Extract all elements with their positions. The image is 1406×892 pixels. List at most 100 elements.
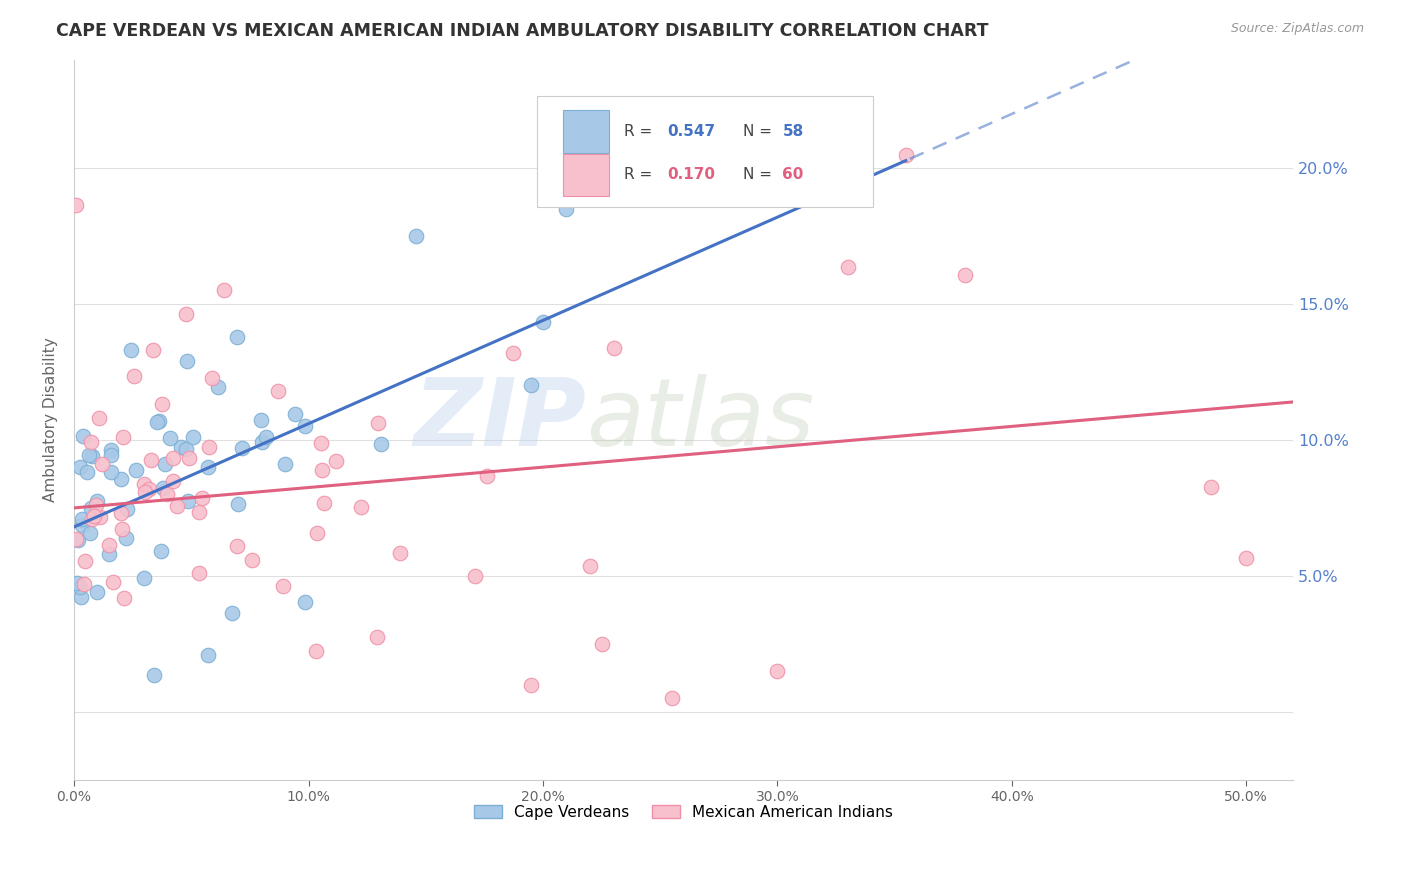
Point	[212, 283, 235, 297]
Point	[101, 575, 124, 590]
Point	[72, 577, 94, 591]
Point	[174, 442, 197, 457]
Point	[69, 590, 91, 604]
Point	[110, 506, 132, 520]
Point	[150, 544, 173, 558]
Point	[190, 491, 212, 506]
Point	[240, 553, 263, 567]
Point	[475, 469, 498, 483]
Point	[254, 430, 277, 444]
Point	[177, 450, 200, 465]
Text: N =: N =	[744, 124, 778, 139]
Point	[162, 450, 184, 465]
Point	[83, 508, 105, 523]
Point	[848, 150, 870, 164]
FancyBboxPatch shape	[562, 111, 609, 153]
Legend: Cape Verdeans, Mexican American Indians: Cape Verdeans, Mexican American Indians	[468, 798, 898, 826]
Point	[112, 591, 135, 605]
Text: Source: ZipAtlas.com: Source: ZipAtlas.com	[1230, 22, 1364, 36]
Point	[76, 465, 98, 479]
Point	[100, 443, 122, 458]
Point	[370, 436, 392, 450]
Point	[166, 499, 188, 513]
Point	[142, 343, 165, 357]
Text: 0.170: 0.170	[668, 168, 716, 182]
Point	[72, 429, 94, 443]
Point	[579, 559, 602, 574]
Point	[837, 260, 859, 275]
Point	[520, 677, 543, 691]
Point	[98, 538, 121, 552]
Text: ZIP: ZIP	[413, 374, 586, 466]
Point	[162, 474, 184, 488]
Text: R =: R =	[624, 124, 657, 139]
Point	[80, 512, 103, 526]
Point	[66, 576, 89, 591]
Point	[602, 341, 624, 355]
Point	[132, 571, 155, 585]
Point	[110, 471, 132, 485]
Text: R =: R =	[624, 168, 657, 182]
Point	[156, 486, 179, 500]
Point	[117, 501, 139, 516]
Point	[176, 354, 198, 368]
Point	[198, 441, 221, 455]
Point	[174, 307, 197, 321]
Point	[86, 584, 108, 599]
Point	[226, 497, 249, 511]
Point	[249, 412, 271, 426]
Point	[367, 416, 389, 430]
Point	[65, 533, 87, 547]
Point	[98, 547, 121, 561]
Point	[555, 202, 578, 216]
Point	[267, 384, 290, 399]
Point	[111, 522, 134, 536]
Point	[389, 546, 412, 560]
Point	[139, 452, 162, 467]
Text: 0.547: 0.547	[668, 124, 716, 139]
Point	[661, 691, 683, 706]
Point	[531, 315, 554, 329]
Point	[464, 569, 486, 583]
Text: atlas: atlas	[586, 374, 814, 465]
Point	[112, 430, 135, 444]
Point	[896, 147, 918, 161]
Point	[153, 457, 176, 471]
Point	[176, 494, 198, 508]
Point	[226, 330, 249, 344]
Point	[221, 606, 243, 620]
FancyBboxPatch shape	[537, 95, 873, 207]
Point	[138, 482, 160, 496]
Point	[86, 493, 108, 508]
Point	[170, 441, 193, 455]
Point	[311, 435, 333, 450]
Point	[100, 448, 122, 462]
Text: CAPE VERDEAN VS MEXICAN AMERICAN INDIAN AMBULATORY DISABILITY CORRELATION CHART: CAPE VERDEAN VS MEXICAN AMERICAN INDIAN …	[56, 22, 988, 40]
Point	[250, 434, 273, 449]
Point	[201, 370, 224, 384]
Point	[79, 435, 101, 450]
Point	[405, 229, 427, 244]
Text: 60: 60	[782, 168, 804, 182]
Point	[188, 505, 211, 519]
Point	[181, 430, 204, 444]
Point	[148, 414, 170, 428]
Point	[1234, 551, 1257, 566]
Point	[307, 525, 329, 540]
Point	[122, 369, 145, 384]
Point	[188, 566, 211, 580]
Point	[350, 500, 373, 514]
Point	[226, 539, 249, 553]
Point	[520, 378, 543, 392]
Point	[159, 431, 181, 445]
Point	[80, 500, 103, 515]
Point	[69, 580, 91, 594]
Point	[953, 268, 976, 282]
Point	[65, 197, 87, 211]
Point	[294, 595, 316, 609]
Point	[366, 630, 388, 644]
Point	[69, 459, 91, 474]
Text: N =: N =	[744, 168, 778, 182]
Point	[134, 476, 156, 491]
Point	[311, 463, 333, 477]
